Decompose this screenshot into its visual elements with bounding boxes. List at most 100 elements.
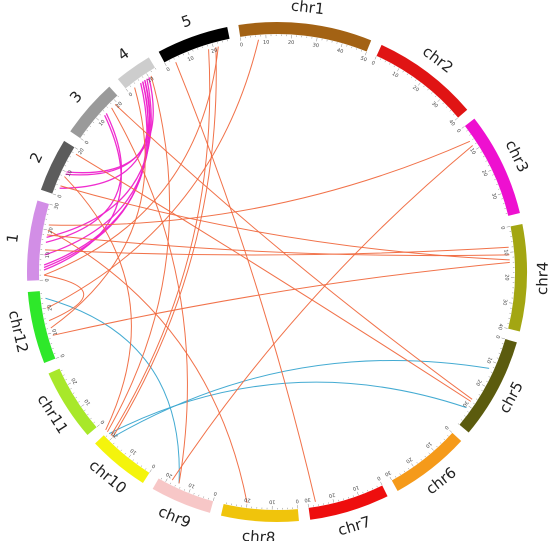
tick-c5-34: [464, 415, 466, 417]
tick-label-c1-40: 40: [336, 48, 344, 56]
tick-s3-10: [96, 117, 99, 121]
tick-label-c11-20: 20: [71, 377, 79, 385]
tick-label-s2-20: 20: [77, 147, 85, 156]
tick-label-c2-30: 30: [430, 101, 439, 110]
tick-label-c1-0: 0: [239, 42, 243, 48]
tick-label-c8-0: 0: [295, 497, 299, 503]
tick-c6-20: [411, 463, 414, 467]
tick-label-c11-10: 10: [84, 398, 93, 407]
tick-label-s1-0: 0: [45, 278, 51, 281]
tick-c5-22: [481, 389, 483, 391]
tick-label-c5-10: 10: [485, 356, 493, 364]
link-blue-10: [108, 381, 467, 435]
tick-c5-28: [473, 402, 475, 405]
tick-c9-8: [193, 492, 195, 495]
tick-label-c1-10: 10: [263, 40, 270, 46]
chromosome-label-c12: chr12: [5, 309, 32, 355]
link-magenta-5: [46, 78, 152, 239]
tick-c11-6: [87, 413, 89, 416]
tick-label-c9-20: 20: [165, 471, 173, 479]
tick-c9-14: [179, 487, 181, 489]
link-magenta-8: [66, 77, 154, 174]
tick-s3-14: [102, 110, 105, 112]
chromosome-label-s1: 1: [3, 232, 22, 244]
tick-c9-10: [188, 489, 191, 493]
chromosome-label-c4: chr4: [533, 261, 550, 295]
link-orange-29: [171, 145, 473, 481]
tick-s3-8: [92, 121, 95, 124]
tick-s2-0: [52, 193, 57, 196]
tick-s5-2: [168, 60, 171, 62]
tick-c3-16: [485, 160, 487, 162]
tick-s3-18: [110, 102, 112, 105]
ideogram-s3: [70, 86, 118, 139]
link-orange-15: [43, 46, 219, 276]
tick-c6-14: [424, 455, 426, 458]
tick-label-c6-0: 0: [443, 424, 450, 430]
tick-c3-14: [482, 156, 485, 158]
tick-c7-0: [380, 481, 383, 486]
tick-c2-28: [435, 95, 437, 98]
tick-label-c4-0: 0: [499, 226, 505, 230]
tick-c5-30: [468, 405, 472, 409]
tick-c3-28: [498, 188, 500, 190]
tick-s4-14: [155, 67, 157, 70]
tick-c6-30: [389, 476, 392, 481]
tick-label-c7-20: 20: [328, 491, 336, 498]
tick-label-c10-10: 10: [129, 447, 138, 456]
tick-label-c6-10: 10: [424, 440, 433, 449]
tick-c11-18: [70, 388, 72, 390]
ideogram-c7: [308, 485, 388, 520]
tick-c10-0: [149, 469, 152, 473]
chromosome-label-s3: 3: [66, 87, 86, 106]
tick-label-c9-10: 10: [188, 481, 196, 489]
ideogram-s4: [117, 57, 155, 89]
ideogram-c12: [27, 291, 56, 364]
tick-c3-10: [476, 147, 480, 150]
tick-label-s1-20: 20: [48, 227, 55, 234]
tick-s4-6: [137, 79, 140, 81]
tick-c10-8: [132, 459, 134, 461]
tick-label-s1-30: 30: [53, 202, 61, 210]
ideogram-s2: [40, 140, 75, 194]
tick-c5-36: [461, 419, 463, 421]
tick-c2-26: [431, 92, 433, 94]
tick-c6-26: [399, 473, 401, 475]
tick-s2-20: [74, 147, 78, 150]
chromosome-label-s4: 4: [114, 44, 132, 64]
tick-c10-12: [124, 452, 126, 455]
tick-s3-12: [99, 113, 101, 116]
tick-label-c5-20: 20: [474, 378, 482, 386]
tick-label-c3-0: 0: [455, 128, 462, 134]
tick-c6-2: [447, 435, 449, 437]
tick-c2-8: [393, 65, 395, 68]
ideogram-layer: [27, 22, 527, 523]
link-orange-21: [75, 153, 472, 402]
tick-s5-0: [164, 62, 167, 66]
tick-label-c4-30: 30: [501, 299, 508, 306]
ideogram-c3: [464, 118, 520, 216]
tick-c3-6: [472, 138, 474, 140]
tick-label-s5-20: 20: [210, 47, 218, 55]
tick-label-c1-30: 30: [312, 42, 319, 49]
tick-c1-0: [240, 37, 242, 41]
tick-c6-22: [408, 467, 410, 470]
tick-label-c12-20: 20: [47, 304, 54, 311]
tick-s3-4: [86, 129, 88, 132]
link-orange-18: [48, 140, 471, 226]
tick-c9-0: [213, 497, 215, 501]
tick-c12-2: [53, 352, 56, 354]
tick-s3-22: [117, 95, 119, 98]
chromosome-label-c7: chr7: [336, 512, 373, 539]
tick-c7-4: [371, 487, 373, 490]
tick-c2-30: [437, 99, 441, 102]
tick-c2-18: [415, 79, 417, 81]
tick-c11-12: [78, 401, 80, 403]
ideogram-c10: [95, 435, 150, 484]
tick-c7-6: [367, 489, 369, 492]
tick-c6-10: [431, 447, 434, 451]
tick-label-c2-40: 40: [447, 119, 456, 128]
tick-label-c10-0: 0: [151, 462, 157, 469]
ideogram-c1: [238, 22, 372, 52]
